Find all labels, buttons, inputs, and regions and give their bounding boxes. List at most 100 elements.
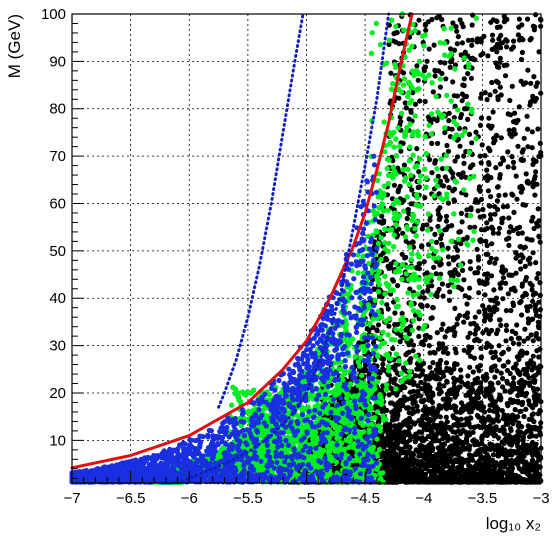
data-point — [487, 380, 493, 386]
data-point — [401, 433, 407, 439]
data-point — [395, 453, 402, 459]
data-point — [476, 390, 482, 396]
data-point — [461, 153, 467, 159]
data-point — [500, 363, 506, 369]
data-point — [489, 442, 495, 448]
data-point — [505, 164, 511, 170]
data-point — [489, 79, 495, 86]
data-point — [499, 375, 506, 382]
data-point — [508, 286, 514, 292]
data-point — [410, 348, 416, 354]
data-point — [518, 56, 525, 63]
data-point — [511, 110, 518, 116]
data-point — [465, 71, 471, 77]
data-point — [511, 165, 517, 171]
data-point — [528, 80, 534, 86]
data-point — [515, 32, 522, 38]
data-point — [482, 310, 488, 316]
data-point — [494, 44, 501, 50]
data-point — [443, 226, 449, 233]
data-point — [385, 424, 391, 431]
data-point — [386, 323, 392, 329]
data-point — [525, 67, 531, 73]
data-point — [396, 226, 402, 232]
data-point — [487, 446, 493, 452]
data-point — [452, 103, 458, 109]
data-point — [372, 357, 378, 363]
data-point — [520, 437, 526, 443]
data-point — [485, 459, 492, 465]
data-point — [451, 403, 457, 409]
data-point — [380, 361, 386, 367]
data-point — [458, 367, 464, 373]
data-point — [515, 230, 521, 237]
data-point — [481, 318, 487, 324]
data-point — [535, 472, 541, 478]
data-point — [384, 407, 390, 413]
data-point — [525, 320, 532, 326]
data-point — [439, 281, 445, 287]
data-point — [506, 346, 512, 352]
data-point — [525, 316, 531, 322]
data-point — [391, 434, 398, 440]
data-point — [415, 408, 421, 414]
data-point — [455, 457, 461, 463]
data-point — [429, 283, 435, 289]
data-point — [422, 414, 428, 420]
data-point — [431, 264, 437, 270]
data-point — [498, 32, 504, 39]
data-point — [439, 326, 445, 332]
data-point — [458, 210, 464, 216]
data-point — [509, 46, 515, 52]
data-point — [429, 370, 435, 376]
data-point — [416, 17, 422, 23]
data-point — [519, 281, 526, 287]
data-point — [484, 243, 490, 249]
data-point — [445, 245, 451, 251]
data-point — [419, 244, 425, 250]
data-point — [452, 186, 458, 192]
data-point — [489, 241, 495, 247]
data-point — [482, 90, 488, 96]
data-point — [452, 305, 458, 311]
data-point — [440, 396, 446, 402]
data-point — [516, 424, 522, 430]
data-point — [425, 393, 431, 399]
data-point — [524, 448, 530, 454]
data-point — [533, 399, 539, 405]
data-point — [497, 59, 503, 65]
data-point — [536, 49, 542, 55]
data-point — [507, 272, 513, 278]
data-point — [533, 441, 539, 447]
data-point — [464, 468, 470, 475]
data-point — [513, 173, 519, 179]
data-point — [487, 317, 493, 323]
data-point — [517, 371, 523, 378]
data-point — [498, 92, 504, 98]
data-point — [467, 330, 473, 336]
data-point — [412, 101, 419, 107]
data-point — [434, 412, 440, 418]
data-point — [393, 460, 400, 466]
data-point — [480, 330, 486, 336]
data-point — [476, 414, 482, 420]
data-point — [507, 131, 513, 137]
data-point — [406, 410, 412, 416]
data-point — [433, 271, 439, 277]
data-point — [519, 230, 525, 236]
data-point — [528, 332, 534, 338]
data-point — [524, 442, 530, 448]
data-point — [514, 196, 520, 202]
data-point — [453, 24, 459, 30]
data-point — [498, 135, 504, 141]
data-point — [434, 423, 440, 429]
data-point — [477, 447, 483, 453]
data-point — [497, 392, 503, 398]
data-point — [451, 366, 457, 372]
data-point — [408, 356, 414, 362]
data-point — [374, 328, 380, 334]
data-point — [528, 403, 534, 409]
data-point — [497, 55, 503, 62]
data-point — [415, 184, 421, 191]
data-point — [379, 213, 385, 219]
